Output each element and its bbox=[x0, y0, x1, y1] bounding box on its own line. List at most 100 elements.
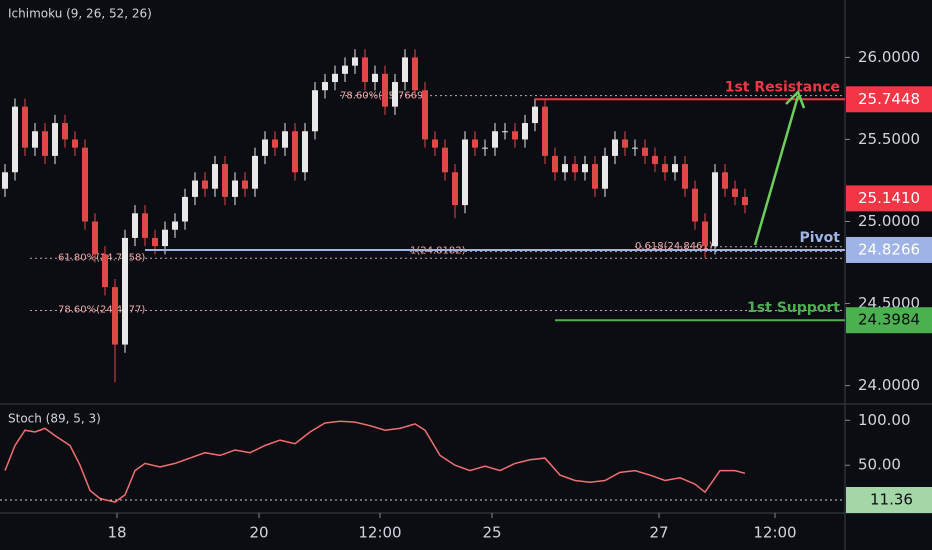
x-tick-label: 27 bbox=[649, 524, 668, 542]
candle-body bbox=[112, 287, 118, 345]
price-tag-label: 25.7448 bbox=[858, 90, 920, 108]
stoch-line bbox=[4, 420, 746, 503]
candle-body bbox=[372, 73, 378, 83]
price-tag-label: 24.8266 bbox=[858, 240, 920, 258]
x-tick-label: 25 bbox=[482, 524, 501, 542]
price-tag bbox=[846, 486, 932, 513]
candle-body bbox=[572, 164, 578, 173]
candle-body bbox=[322, 82, 328, 91]
candle-body bbox=[472, 139, 478, 148]
y-tick-label: 25.0000 bbox=[858, 212, 920, 230]
candle-body bbox=[12, 106, 18, 173]
level-label: 1st Support bbox=[747, 300, 840, 316]
candle-body bbox=[72, 139, 78, 148]
candle-body bbox=[82, 147, 88, 222]
candle-body bbox=[422, 90, 428, 140]
candle-body bbox=[512, 131, 518, 140]
candle-body bbox=[612, 139, 618, 156]
price-tag-label: 11.36 bbox=[870, 490, 913, 508]
x-tick-label: 12:00 bbox=[358, 524, 401, 542]
level-label: Pivot bbox=[800, 230, 841, 246]
price-tag bbox=[846, 307, 932, 334]
candle-body bbox=[702, 221, 708, 247]
x-tick-label: 12:00 bbox=[753, 524, 796, 542]
price-tag-label: 25.1410 bbox=[858, 189, 920, 207]
candle-body bbox=[332, 73, 338, 83]
candle-body bbox=[622, 139, 628, 148]
candle-body bbox=[152, 237, 158, 247]
candle-body bbox=[192, 180, 198, 197]
candle-body bbox=[262, 139, 268, 156]
candle-body bbox=[162, 229, 168, 247]
candle-body bbox=[722, 172, 728, 189]
candle-body bbox=[282, 131, 288, 148]
candle-body bbox=[32, 131, 38, 148]
candle-body bbox=[382, 73, 388, 107]
candle-body bbox=[362, 57, 368, 83]
candle-body bbox=[522, 123, 528, 140]
y-tick-label: 100.00 bbox=[858, 411, 911, 429]
candle-body bbox=[2, 172, 8, 189]
candle-body bbox=[52, 123, 58, 156]
projection-arrow bbox=[753, 89, 806, 246]
fib-label: 61.80%(24.7758) bbox=[58, 252, 145, 263]
candle-body bbox=[412, 57, 418, 91]
candle-body bbox=[442, 147, 448, 173]
candle-body bbox=[652, 155, 658, 165]
candle-body bbox=[742, 196, 748, 206]
candle-body bbox=[432, 139, 438, 148]
candle-body bbox=[452, 172, 458, 206]
candle-body bbox=[482, 147, 488, 149]
candle-body bbox=[142, 213, 148, 238]
x-tick-label: 20 bbox=[249, 524, 268, 542]
x-tick-label: 18 bbox=[107, 524, 126, 542]
candle-body bbox=[542, 106, 548, 156]
y-tick-label: 26.0000 bbox=[858, 48, 920, 66]
candle-body bbox=[242, 180, 248, 189]
main-title: Ichimoku (9, 26, 52, 26) bbox=[8, 7, 152, 21]
price-tag bbox=[846, 185, 932, 212]
candle-body bbox=[312, 90, 318, 132]
candle-body bbox=[492, 131, 498, 148]
candle-body bbox=[42, 131, 48, 156]
candle-body bbox=[682, 164, 688, 189]
stoch-title: Stoch (89, 5, 3) bbox=[8, 412, 101, 426]
candle-body bbox=[342, 65, 348, 74]
candle-body bbox=[182, 196, 188, 222]
candle-body bbox=[92, 221, 98, 255]
price-tag bbox=[846, 236, 932, 263]
candle-body bbox=[102, 254, 108, 288]
price-tag-label: 24.3984 bbox=[858, 311, 920, 329]
candle-body bbox=[212, 164, 218, 189]
candle-body bbox=[122, 237, 128, 345]
candle-body bbox=[552, 155, 558, 173]
candle-body bbox=[172, 221, 178, 230]
candle-body bbox=[602, 155, 608, 189]
candle-body bbox=[562, 164, 568, 173]
candle-body bbox=[302, 131, 308, 173]
candle-body bbox=[582, 164, 588, 173]
price-tag bbox=[846, 86, 932, 113]
fib-label: 78.60%(24.4577) bbox=[58, 304, 145, 315]
candle-body bbox=[662, 164, 668, 173]
fib-label: 0.618(24.8461) bbox=[635, 241, 713, 252]
candle-body bbox=[642, 147, 648, 156]
candle-body bbox=[232, 180, 238, 197]
candle-body bbox=[692, 188, 698, 222]
candle-body bbox=[592, 164, 598, 189]
level-label: 1st Resistance bbox=[725, 79, 840, 95]
candle-body bbox=[502, 131, 508, 133]
candle-body bbox=[712, 172, 718, 247]
candle-body bbox=[252, 155, 258, 189]
candle-body bbox=[132, 213, 138, 238]
candle-body bbox=[632, 147, 638, 149]
main-pane: 26.000025.500025.000024.500024.000078.60… bbox=[0, 48, 932, 513]
y-tick-label: 25.5000 bbox=[858, 130, 920, 148]
candle-body bbox=[272, 139, 278, 148]
candle-body bbox=[532, 106, 538, 124]
candle-body bbox=[732, 188, 738, 197]
y-tick-label: 24.0000 bbox=[858, 376, 920, 394]
y-tick-label: 50.00 bbox=[858, 456, 901, 474]
